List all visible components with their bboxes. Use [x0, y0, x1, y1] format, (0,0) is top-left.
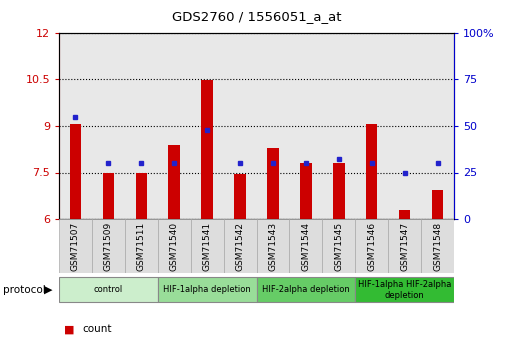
Bar — [322, 219, 355, 273]
Text: GSM71546: GSM71546 — [367, 222, 376, 271]
Text: ■: ■ — [64, 325, 74, 334]
Text: GSM71511: GSM71511 — [137, 222, 146, 271]
Bar — [158, 277, 256, 302]
Bar — [224, 33, 256, 219]
Bar — [267, 148, 279, 219]
Text: GSM71545: GSM71545 — [334, 222, 343, 271]
Bar — [92, 33, 125, 219]
Bar — [355, 277, 454, 302]
Bar — [70, 124, 81, 219]
Bar — [168, 145, 180, 219]
Bar — [421, 219, 454, 273]
Bar — [191, 219, 224, 273]
Bar — [234, 174, 246, 219]
Text: GSM71509: GSM71509 — [104, 222, 113, 271]
Bar — [135, 172, 147, 219]
Bar — [59, 277, 158, 302]
Bar — [256, 33, 289, 219]
Bar — [92, 219, 125, 273]
Bar — [256, 277, 355, 302]
Bar — [59, 33, 92, 219]
Text: GSM71542: GSM71542 — [235, 222, 245, 271]
Bar — [421, 33, 454, 219]
Bar — [103, 172, 114, 219]
Text: GSM71541: GSM71541 — [203, 222, 212, 271]
Text: GSM71547: GSM71547 — [400, 222, 409, 271]
Text: GSM71507: GSM71507 — [71, 222, 80, 271]
Bar — [432, 189, 443, 219]
Bar — [202, 80, 213, 219]
Text: HIF-1alpha HIF-2alpha
depletion: HIF-1alpha HIF-2alpha depletion — [358, 280, 451, 299]
Bar — [399, 210, 410, 219]
Text: HIF-1alpha depletion: HIF-1alpha depletion — [163, 285, 251, 294]
Bar — [388, 219, 421, 273]
Bar — [125, 219, 158, 273]
Bar — [355, 219, 388, 273]
Bar — [256, 219, 289, 273]
Bar — [158, 219, 191, 273]
Bar — [59, 219, 92, 273]
Text: GSM71543: GSM71543 — [268, 222, 278, 271]
Text: GDS2760 / 1556051_a_at: GDS2760 / 1556051_a_at — [172, 10, 341, 23]
Bar — [289, 219, 322, 273]
Text: GSM71544: GSM71544 — [301, 222, 310, 271]
Bar — [191, 33, 224, 219]
Bar — [322, 33, 355, 219]
Bar — [355, 33, 388, 219]
Bar — [388, 33, 421, 219]
Bar — [333, 163, 345, 219]
Text: GSM71548: GSM71548 — [433, 222, 442, 271]
Bar — [289, 33, 322, 219]
Text: protocol: protocol — [3, 285, 45, 295]
Text: control: control — [94, 285, 123, 294]
Bar — [366, 124, 378, 219]
Text: HIF-2alpha depletion: HIF-2alpha depletion — [262, 285, 350, 294]
Bar — [157, 33, 191, 219]
Text: ▶: ▶ — [44, 285, 52, 295]
Bar — [224, 219, 256, 273]
Bar — [125, 33, 157, 219]
Bar — [300, 163, 311, 219]
Text: GSM71540: GSM71540 — [170, 222, 179, 271]
Text: count: count — [82, 325, 112, 334]
